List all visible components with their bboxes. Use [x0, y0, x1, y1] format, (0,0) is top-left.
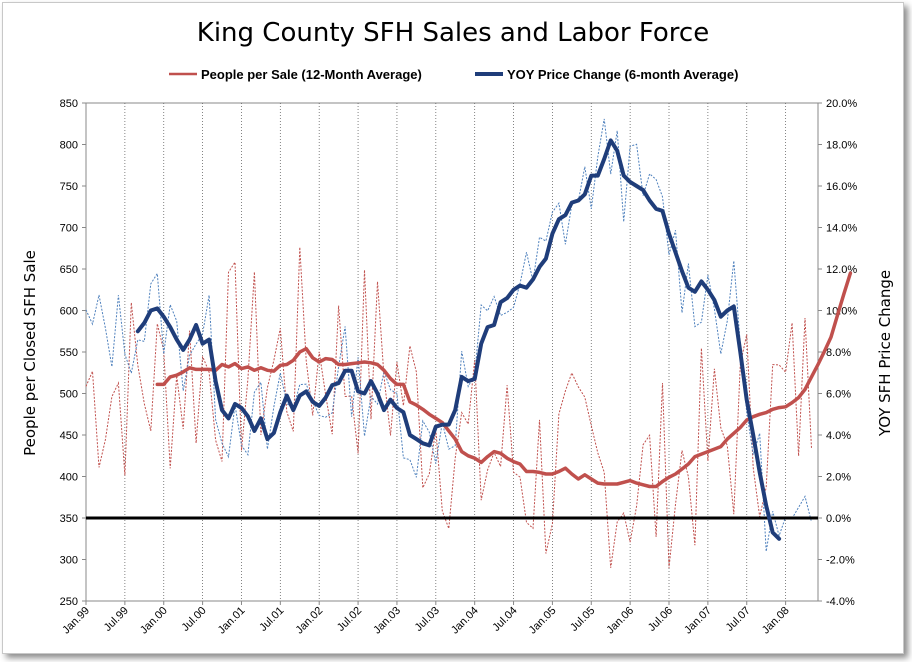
legend-label-people-per-sale: People per Sale (12-Month Average): [201, 67, 422, 82]
x-axis-ticks: Jan.99 Jul.99 Jan.00 Jul.00 Jan.01 Jul.01 Jan.…: [60, 601, 792, 637]
right-tick-label: 16.0%: [826, 181, 857, 193]
y-axis-right-label: YOY SFH Price Change: [876, 270, 894, 437]
chart-svg: King County SFH Sales and Labor Force Pe…: [21, 18, 894, 637]
legend: People per Sale (12-Month Average) YOY P…: [169, 67, 738, 82]
left-tick-label: 700: [60, 223, 78, 235]
x-tick-label: Jan.03: [371, 605, 403, 637]
right-tick-label: 4.0%: [826, 430, 851, 442]
right-tick-label: 14.0%: [826, 223, 857, 235]
x-tick-label: Jan.06: [604, 605, 636, 637]
right-tick-label: 18.0%: [826, 140, 857, 152]
right-tick-label: 20.0%: [826, 98, 857, 110]
chart-title: King County SFH Sales and Labor Force: [197, 18, 709, 48]
left-tick-label: 800: [60, 140, 78, 152]
left-tick-label: 600: [60, 306, 78, 318]
people-per-sale-line: [155, 271, 853, 489]
yoy-price-change-monthly-line: [85, 118, 812, 552]
left-tick-label: 750: [60, 181, 78, 193]
people-per-sale-monthly-line: [85, 247, 812, 568]
left-tick-label: 500: [60, 389, 78, 401]
right-tick-label: 8.0%: [826, 347, 851, 359]
left-tick-label: 350: [60, 513, 78, 525]
x-tick-label: Jul.01: [257, 605, 286, 634]
x-tick-label: Jan.07: [682, 605, 714, 637]
right-tick-label: 10.0%: [826, 306, 857, 318]
right-tick-label: 12.0%: [826, 264, 857, 276]
right-tick-label: 6.0%: [826, 389, 851, 401]
left-tick-label: 850: [60, 98, 78, 110]
left-tick-label: 250: [60, 596, 78, 608]
left-tick-label: 400: [60, 472, 78, 484]
left-tick-label: 300: [60, 555, 78, 567]
x-tick-label: Jul.05: [568, 605, 597, 634]
y-axis-left-label: People per Closed SFH Sale: [21, 250, 39, 456]
right-tick-label: 2.0%: [826, 472, 851, 484]
x-tick-label: Jul.03: [413, 605, 442, 634]
chart-frame: King County SFH Sales and Labor Force Pe…: [2, 2, 904, 654]
x-tick-label: Jan.01: [216, 605, 248, 637]
right-tick-label: 0.0%: [826, 513, 851, 525]
yoy-price-change-line: [135, 138, 782, 541]
series-lines: [86, 138, 853, 541]
x-tick-label: Jul.04: [490, 605, 519, 634]
x-tick-label: Jan.05: [527, 605, 559, 637]
right-tick-label: -2.0%: [826, 555, 855, 567]
x-tick-label: Jan.02: [293, 605, 325, 637]
x-tick-label: Jan.04: [449, 605, 481, 637]
x-tick-label: Jan.99: [60, 605, 92, 637]
left-tick-label: 650: [60, 264, 78, 276]
left-tick-label: 450: [60, 430, 78, 442]
x-tick-label: Jul.02: [335, 605, 364, 634]
x-tick-label: Jan.08: [760, 605, 792, 637]
left-axis-ticks: 250 300 350 400 450 500 550 600 650 700 750 800 850: [60, 98, 86, 608]
x-tick-label: Jul.00: [179, 605, 208, 634]
right-tick-label: -4.0%: [826, 596, 855, 608]
right-axis-ticks: -4.0% -2.0% 0.0% 2.0% 4.0% 6.0% 8.0% 10.0% 12.0%…: [818, 98, 857, 608]
legend-label-yoy-price-change: YOY Price Change (6-month Average): [507, 67, 738, 82]
x-tick-label: Jul.99: [102, 605, 131, 634]
monthly-dotted-series: [85, 118, 812, 568]
x-tick-label: Jul.07: [724, 605, 753, 634]
x-tick-label: Jan.00: [138, 605, 170, 637]
left-tick-label: 550: [60, 347, 78, 359]
x-tick-label: Jul.06: [646, 605, 675, 634]
